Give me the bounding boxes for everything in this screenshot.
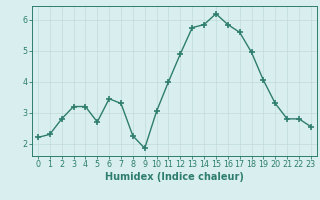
X-axis label: Humidex (Indice chaleur): Humidex (Indice chaleur) xyxy=(105,172,244,182)
